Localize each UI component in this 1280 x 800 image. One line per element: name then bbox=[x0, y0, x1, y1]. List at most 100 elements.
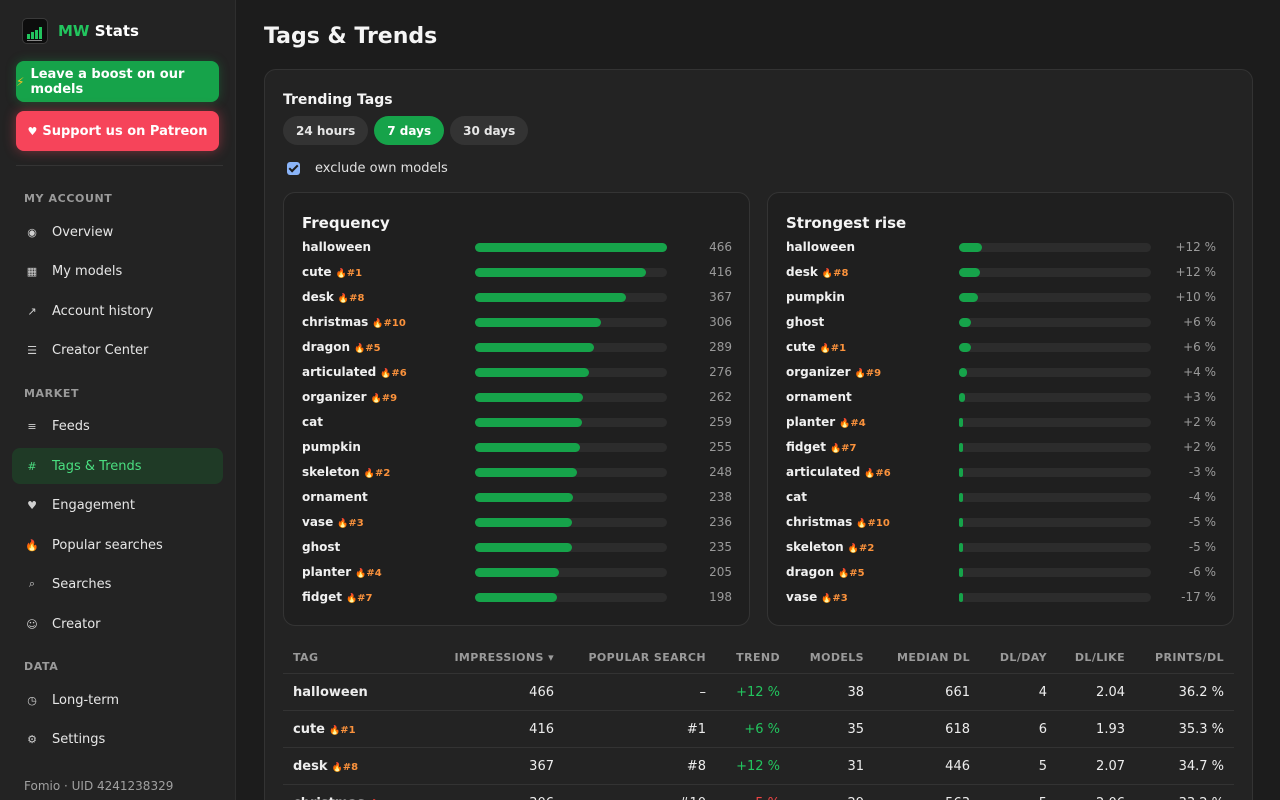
fire-icon: 🔥 bbox=[337, 294, 350, 304]
table-cell-trend: +6 % bbox=[744, 722, 780, 737]
frequency-row[interactable]: articulated 🔥#6 276 bbox=[302, 364, 732, 389]
patreon-button[interactable]: ♥ Support us on Patreon bbox=[16, 111, 219, 151]
rise-row[interactable]: cute 🔥#1 +6 % bbox=[786, 339, 1216, 364]
sidebar-item-overview[interactable]: ◉ Overview bbox=[12, 214, 223, 250]
rise-row[interactable]: cat -4 % bbox=[786, 489, 1216, 514]
bar-track bbox=[475, 543, 667, 552]
range-pill-7d[interactable]: 7 days bbox=[374, 116, 445, 145]
sidebar-item-popular-searches[interactable]: 🔥 Popular searches bbox=[25, 537, 163, 553]
rise-row[interactable]: desk 🔥#8 +12 % bbox=[786, 264, 1216, 289]
rise-row[interactable]: vase 🔥#3 -17 % bbox=[786, 589, 1216, 614]
bar-value: 466 bbox=[709, 240, 732, 254]
frequency-row[interactable]: vase 🔥#3 236 bbox=[302, 514, 732, 539]
rise-row[interactable]: ghost +6 % bbox=[786, 314, 1216, 339]
frequency-tag-label: desk 🔥#8 bbox=[302, 289, 364, 308]
sidebar-item-feeds[interactable]: ≡ Feeds bbox=[12, 408, 223, 444]
rise-row[interactable]: articulated 🔥#6 -3 % bbox=[786, 464, 1216, 489]
rank-number: #8 bbox=[349, 293, 365, 304]
tag-name: organizer bbox=[786, 365, 851, 379]
fire-icon: 🔥 bbox=[829, 444, 842, 454]
col-dl-day[interactable]: DL/DAY bbox=[999, 651, 1047, 664]
col-popular-search[interactable]: POPULAR SEARCH bbox=[588, 651, 706, 664]
sidebar-item-tags-trends[interactable]: # Tags & Trends bbox=[12, 448, 223, 484]
fire-icon: 🔥 bbox=[329, 726, 341, 736]
table-row[interactable]: christmas🔥#10 306 #10 -5 % 29 563 5 2.06 33.2 % bbox=[283, 785, 1234, 800]
fire-icon: 🔥 bbox=[353, 344, 366, 354]
col-tag[interactable]: TAG bbox=[293, 651, 319, 664]
fire-icon: 🔥 bbox=[837, 569, 850, 579]
sidebar-item-creator[interactable]: ☺ Creator bbox=[12, 606, 223, 642]
col-impressions[interactable]: IMPRESSIONS ▾ bbox=[454, 651, 554, 664]
table-cell-median-dl: 661 bbox=[945, 685, 970, 700]
heart-icon: ♥ bbox=[27, 124, 38, 138]
rise-row[interactable]: skeleton 🔥#2 -5 % bbox=[786, 539, 1216, 564]
brand[interactable]: MW Stats bbox=[22, 18, 139, 44]
frequency-row[interactable]: dragon 🔥#5 289 bbox=[302, 339, 732, 364]
table-row[interactable]: desk 🔥#8 367 #8 +12 % 31 446 5 2.07 34.7 % bbox=[283, 748, 1234, 785]
rise-row[interactable]: dragon 🔥#5 -6 % bbox=[786, 564, 1216, 589]
frequency-row[interactable]: christmas 🔥#10 306 bbox=[302, 314, 732, 339]
table-cell-trend: -5 % bbox=[751, 796, 780, 800]
rise-row[interactable]: pumpkin +10 % bbox=[786, 289, 1216, 314]
col-prints-dl[interactable]: PRINTS/DL bbox=[1154, 651, 1224, 664]
bar-track bbox=[959, 293, 1151, 302]
col-trend[interactable]: TREND bbox=[736, 651, 780, 664]
boost-button[interactable]: ⚡ Leave a boost on our models bbox=[16, 61, 219, 102]
rise-row[interactable]: planter 🔥#4 +2 % bbox=[786, 414, 1216, 439]
frequency-row[interactable]: desk 🔥#8 367 bbox=[302, 289, 732, 314]
search-icon: ⌕ bbox=[28, 577, 36, 590]
heart-icon: ♥ bbox=[27, 498, 37, 512]
range-pill-24h[interactable]: 24 hours bbox=[283, 116, 369, 145]
table-row[interactable]: halloween 466 – +12 % 38 661 4 2.04 36.2 % bbox=[283, 674, 1234, 711]
bar-track bbox=[475, 493, 667, 502]
range-pill-30d[interactable]: 30 days bbox=[450, 116, 529, 145]
rise-row[interactable]: halloween +12 % bbox=[786, 239, 1216, 264]
section-label-my-account: MY ACCOUNT bbox=[24, 192, 113, 205]
bar-value: +12 % bbox=[1175, 265, 1216, 279]
bar-value: +2 % bbox=[1183, 415, 1216, 429]
frequency-row[interactable]: organizer 🔥#9 262 bbox=[302, 389, 732, 414]
table-cell-tag: cute 🔥#1 bbox=[293, 722, 356, 737]
frequency-tag-label: vase 🔥#3 bbox=[302, 514, 364, 533]
table-row[interactable]: cute 🔥#1 416 #1 +6 % 35 618 6 1.93 35.3 % bbox=[283, 711, 1234, 748]
bar-fill bbox=[475, 468, 578, 477]
rank-number: #2 bbox=[858, 543, 875, 554]
sidebar-item-settings[interactable]: ⚙ Settings bbox=[12, 721, 223, 757]
frequency-row[interactable]: cute 🔥#1 416 bbox=[302, 264, 732, 289]
sidebar-item-searches[interactable]: ⌕ Searches bbox=[12, 566, 223, 602]
frequency-row[interactable]: ornament 238 bbox=[302, 489, 732, 514]
rise-row[interactable]: christmas 🔥#10 -5 % bbox=[786, 514, 1216, 539]
frequency-row[interactable]: fidget 🔥#7 198 bbox=[302, 589, 732, 614]
tag-name: skeleton bbox=[786, 540, 844, 554]
table-cell-prints-dl: 35.3 % bbox=[1178, 722, 1224, 737]
bar-fill bbox=[475, 243, 667, 252]
rise-tag-label: halloween bbox=[786, 239, 855, 256]
sidebar-item-long-term[interactable]: ◷ Long-term bbox=[12, 682, 223, 718]
col-median-dl[interactable]: MEDIAN DL bbox=[897, 651, 970, 664]
col-models[interactable]: MODELS bbox=[809, 651, 864, 664]
tag-name: dragon bbox=[786, 565, 834, 579]
frequency-row[interactable]: skeleton 🔥#2 248 bbox=[302, 464, 732, 489]
sidebar-item-account-history[interactable]: ↗ Account history bbox=[12, 293, 223, 329]
frequency-row[interactable]: halloween 466 bbox=[302, 239, 732, 264]
exclude-own-models-toggle[interactable]: exclude own models bbox=[287, 161, 448, 176]
sidebar-item-engagement[interactable]: ♥ Engagement bbox=[12, 487, 223, 523]
frequency-row[interactable]: pumpkin 255 bbox=[302, 439, 732, 464]
table-cell-tag: christmas🔥#10 bbox=[293, 796, 402, 800]
frequency-tag-label: ghost bbox=[302, 539, 340, 556]
rise-row[interactable]: organizer 🔥#9 +4 % bbox=[786, 364, 1216, 389]
col-dl-like[interactable]: DL/LIKE bbox=[1074, 651, 1125, 664]
tag-name: organizer bbox=[302, 390, 367, 404]
rise-row[interactable]: fidget 🔥#7 +2 % bbox=[786, 439, 1216, 464]
bar-value: -3 % bbox=[1188, 465, 1216, 479]
rise-row[interactable]: ornament +3 % bbox=[786, 389, 1216, 414]
exclude-own-models-checkbox[interactable] bbox=[287, 162, 300, 175]
frequency-row[interactable]: ghost 235 bbox=[302, 539, 732, 564]
sidebar-item-my-models[interactable]: ▦ My models bbox=[12, 253, 223, 289]
sidebar-item-creator-center[interactable]: ☰ Creator Center bbox=[12, 332, 223, 368]
brand-name: MW Stats bbox=[58, 22, 139, 40]
frequency-row[interactable]: cat 259 bbox=[302, 414, 732, 439]
frequency-panel: Frequency halloween 466 cute 🔥#1 416 desk 🔥#8 3… bbox=[283, 192, 750, 626]
frequency-row[interactable]: planter 🔥#4 205 bbox=[302, 564, 732, 589]
bar-track bbox=[475, 293, 667, 302]
